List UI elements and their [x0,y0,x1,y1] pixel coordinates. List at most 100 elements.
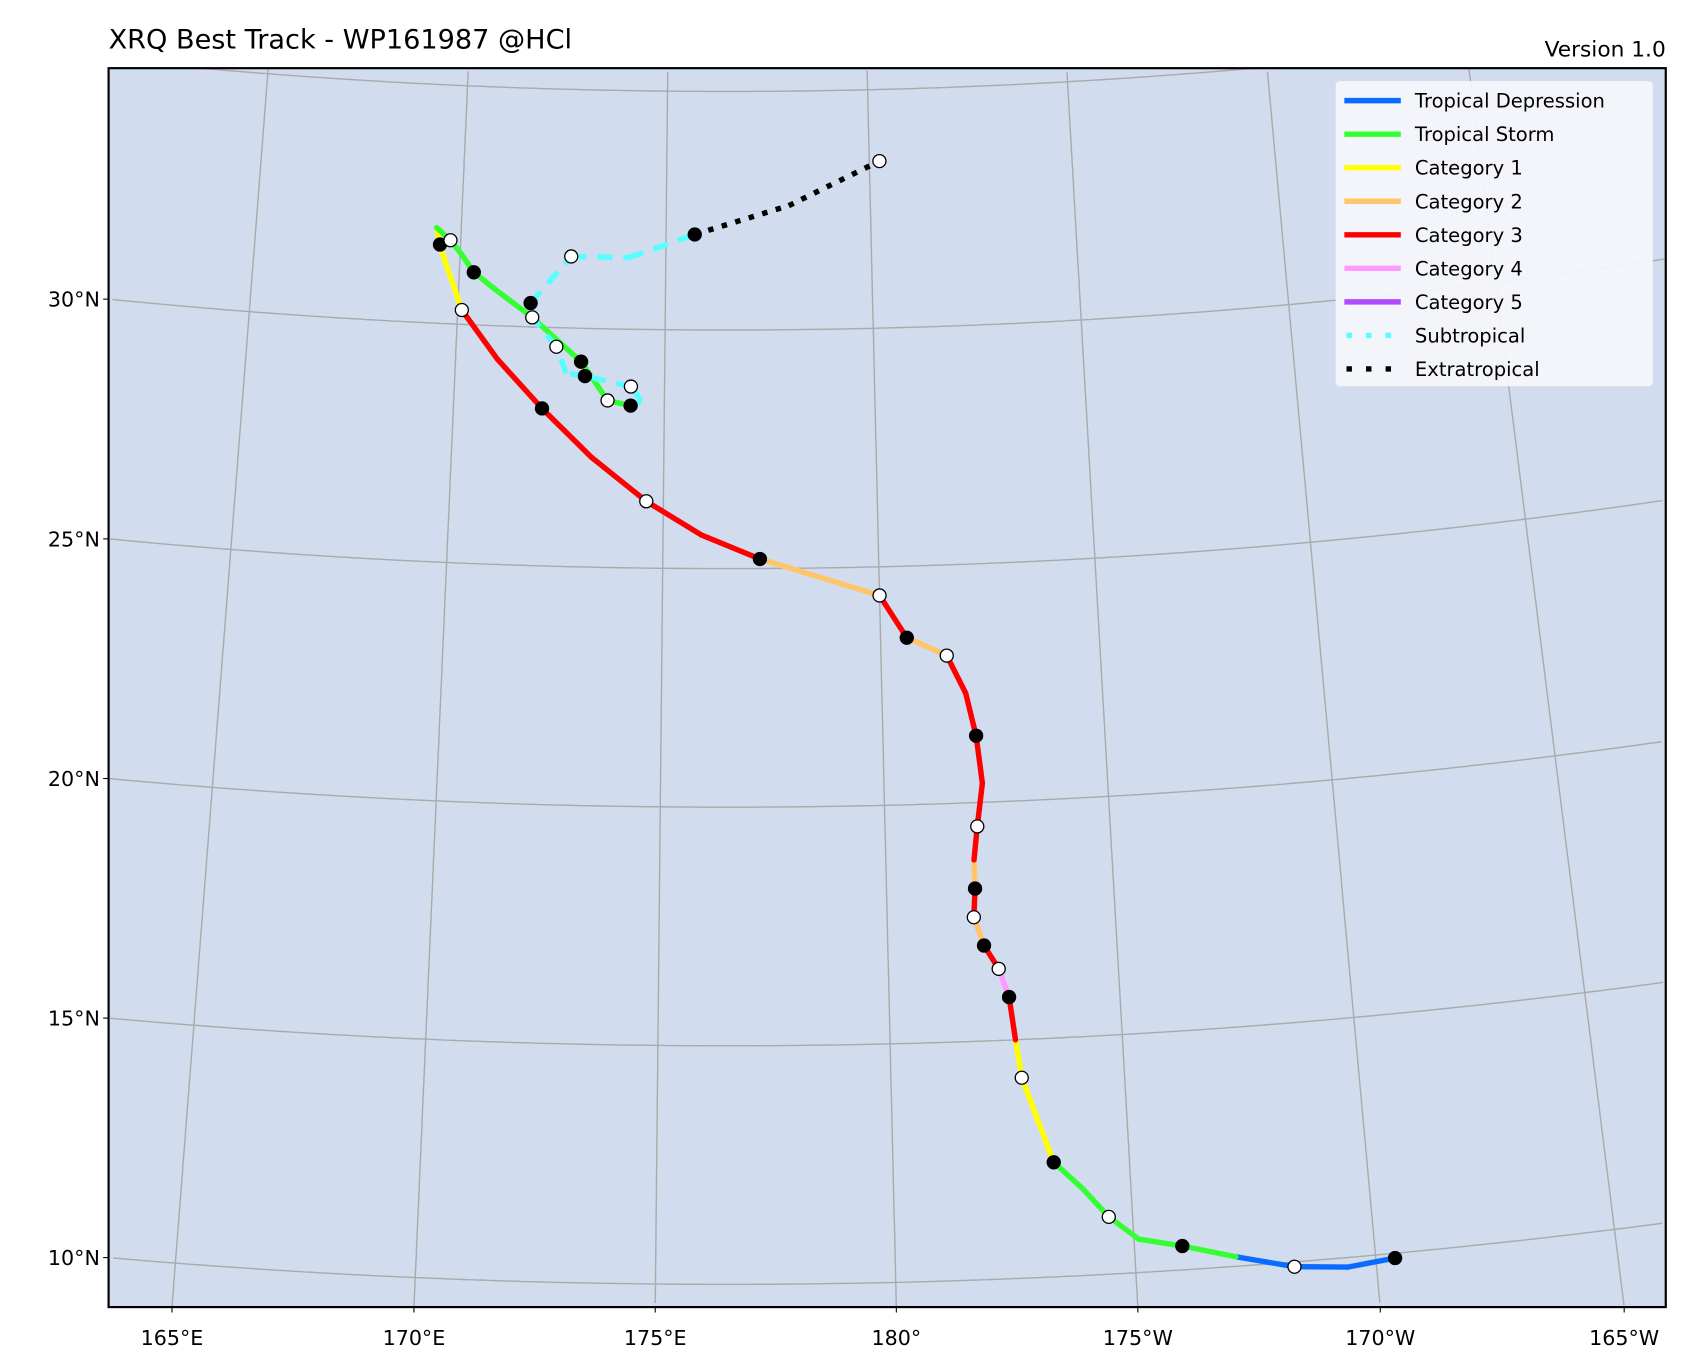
legend-label: Subtropical [1415,324,1525,347]
track-segment-c3 [643,498,705,538]
x-tick-label: 170°E [383,1326,446,1350]
track-point-filled [968,728,984,743]
track-segment-td [1344,1255,1398,1270]
track-segment-ss [627,231,696,261]
track-segment-c3 [459,307,501,362]
track-segment-ts [578,358,611,404]
longitude-tick-labels: 165°E 170°E 175°E 180° 175°W 170°W 165°W [141,1307,1659,1350]
parallel-line [110,499,1663,570]
track-point-filled [1387,1250,1403,1266]
track-segment-c1 [1019,1075,1057,1166]
storm-track [433,158,1398,1270]
track-segment-ss [571,253,629,261]
meridian-line [654,72,669,1304]
parallel-line [113,1222,1663,1286]
track-segment-ss [584,373,632,390]
track-segment-ex [787,158,881,209]
meridian-line [866,70,898,1307]
track-point-filled [1001,989,1017,1005]
track-point-open [872,588,887,603]
track-point-open [525,310,540,325]
track-point-open [1014,1070,1029,1085]
track-point-open [600,393,615,408]
track-point-open [443,233,458,248]
track-segment-c3 [494,356,545,412]
y-tick-label: 30°N [48,288,100,312]
axes-frame [107,67,1667,1309]
legend-label: Category 5 [1415,291,1523,314]
track-segment-c1 [440,253,465,313]
legend-label: Category 3 [1415,224,1523,247]
track-segment-ts [1179,1243,1239,1260]
track-point-filled [687,227,702,242]
track-point-open [549,339,564,354]
legend-label: Category 2 [1415,190,1523,213]
track-point-open [872,153,887,169]
track-point-open [1287,1259,1302,1274]
x-tick-label: 175°E [624,1326,687,1350]
chart-title: XRQ Best Track - WP161987 @HCl [109,25,572,56]
legend-label: Tropical Storm [1414,123,1555,146]
track-segment-td [1233,1254,1298,1270]
track-point-open [1101,1209,1116,1225]
track-point-open [454,302,470,318]
track-point-open [970,819,985,834]
track-segment-c3 [588,454,649,504]
track-point-filled [967,881,983,896]
y-tick-label: 10°N [48,1246,100,1270]
meridian-line [171,68,269,1306]
track-segment-c2 [757,556,883,599]
parallel-line [110,981,1664,1047]
x-tick-label: 170°W [1345,1326,1415,1350]
track-point-open [966,910,982,925]
y-tick-label: 15°N [48,1007,100,1031]
track-point-open [639,494,654,509]
track-segment-c3 [974,780,986,830]
track-point-open [564,249,579,264]
track-point-filled [1175,1238,1190,1254]
track-segment-c3 [1006,994,1019,1043]
x-tick-label: 165°W [1589,1326,1659,1350]
track-segment-c3 [539,405,595,461]
track-point-filled [466,265,481,280]
graticule [109,68,1665,1307]
track-point-filled [1046,1155,1061,1170]
track-point-filled [976,938,992,953]
legend-label: Tropical Depression [1414,90,1605,113]
legend-label: Extratropical [1415,358,1540,381]
track-point-filled [899,630,914,645]
track-point-open [991,961,1006,976]
y-tick-label: 25°N [48,527,100,551]
legend-label: Category 4 [1415,257,1523,280]
track-segment-ss [553,345,569,375]
track-point-open [623,379,639,394]
meridian-line [413,71,469,1307]
legend-box [1335,81,1653,387]
parallel-line [109,741,1662,808]
track-segment-c3 [699,532,763,562]
x-tick-label: 165°E [141,1326,204,1350]
track-markers [432,153,1403,1274]
x-tick-label: 175°W [1103,1326,1173,1350]
track-segment-ts [493,287,535,321]
track-segment-c3 [876,592,910,641]
parallel-line [203,68,1252,93]
track-segment-c2 [904,635,950,659]
legend: Tropical Depression Tropical Storm Categor… [1335,81,1653,387]
track-point-filled [534,401,550,416]
track-point-open [939,648,954,663]
track-point-filled [577,368,593,384]
track-point-filled [752,551,768,567]
version-label: Version 1.0 [1545,37,1666,62]
legend-label: Category 1 [1415,157,1523,180]
track-point-filled [523,295,538,311]
track-segment-c3 [973,733,986,786]
track-segment-ss [528,254,574,305]
track-segment-ts [1136,1236,1186,1249]
y-tick-label: 20°N [48,767,100,791]
track-point-filled [573,354,589,369]
meridian-line [1066,72,1139,1307]
meridian-line [1266,71,1381,1303]
track-segment-ex [693,203,790,238]
